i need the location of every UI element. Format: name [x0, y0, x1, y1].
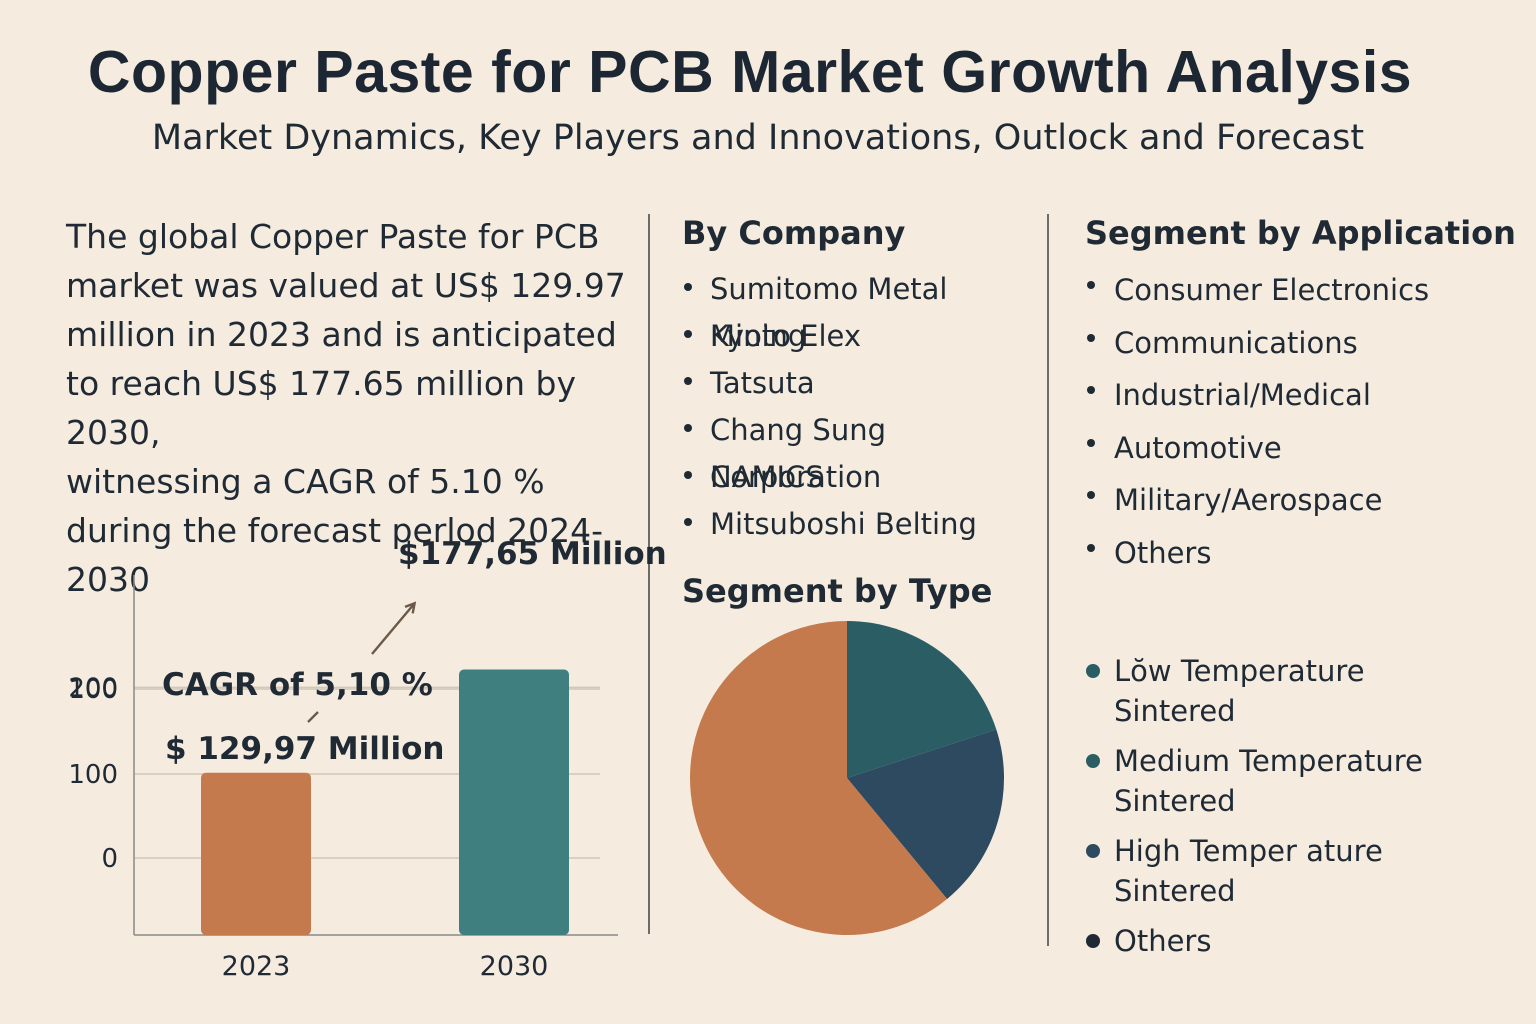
intro-line: market was valued at US$ 129.97 [66, 266, 626, 305]
bar-2030 [459, 669, 569, 935]
pie-slice-3 [690, 621, 948, 935]
intro-line: during the forecast perlod 2024-2030 [66, 511, 604, 599]
company-list: Sumitomo Metal Mining Kyoto Elex Tatsuta… [682, 266, 1052, 548]
application-list: Consumer Electronics Communications Indu… [1085, 264, 1505, 579]
legend-label: High Temper ature Sintered [1114, 834, 1383, 908]
legend-label: Lŏw Temperature Sintered [1114, 654, 1365, 728]
application-item: Others [1085, 527, 1505, 580]
intro-line: million in 2023 and is anticipated [66, 315, 617, 354]
company-item: Chang Sung Corporation [682, 407, 1052, 494]
bar-2030-value-label: $177,65 Million [398, 536, 667, 572]
pie-chart [690, 621, 1005, 935]
y-tick-label: 200 [68, 673, 118, 703]
y-tick-label: 100 [68, 760, 118, 790]
application-item: Automotive [1085, 422, 1505, 475]
legend-item: Lŏw Temperature Sintered [1086, 651, 1494, 731]
y-tick-label: 100 [68, 675, 118, 705]
page-title: Copper Paste for PCB Market Growth Analy… [87, 39, 1413, 105]
company-item: Kyoto Elex [682, 313, 1052, 360]
cagr-arrow-tail [307, 711, 319, 723]
company-item: NAMICS [682, 454, 1052, 501]
intro-line: to reach US$ 177.65 million by 2030, [66, 364, 576, 452]
legend-label: Others [1114, 924, 1212, 958]
intro-paragraph: The global Copper Paste for PCB market w… [66, 212, 666, 604]
page-subtitle: Market Dynamics, Key Players and Innovat… [151, 118, 1365, 158]
intro-line: The global Copper Paste for PCB [66, 217, 600, 256]
cagr-arrow [371, 604, 414, 655]
application-item: Communications [1085, 317, 1505, 370]
type-legend: Lŏw Temperature Sintered Medium Temperat… [1086, 651, 1494, 961]
application-item: Industrial/Medical [1085, 369, 1505, 422]
application-heading: Segment by Application [1085, 214, 1516, 252]
legend-swatch [1086, 664, 1100, 678]
company-item: Sumitomo Metal Mining [682, 266, 1052, 353]
pie-slice-1 [847, 621, 997, 778]
pie-slice-2 [847, 729, 1005, 899]
legend-swatch [1086, 754, 1100, 768]
company-item: Tatsuta [682, 360, 1052, 407]
legend-item: Others [1086, 921, 1494, 961]
type-heading: Segment by Type [682, 572, 993, 610]
application-item: Military/Aerospace [1085, 474, 1505, 527]
y-tick-label: 0 [101, 844, 118, 874]
column-divider-right [1047, 214, 1049, 946]
company-heading: By Company [682, 214, 906, 252]
legend-swatch [1086, 844, 1100, 858]
company-item: Mitsuboshi Belting [682, 501, 1052, 548]
legend-swatch [1086, 934, 1100, 948]
application-item: Consumer Electronics [1085, 264, 1505, 317]
cagr-label: CAGR of 5,10 % [162, 667, 433, 703]
bar-2023 [201, 772, 311, 935]
intro-line: witnessing a CAGR of 5.10 % [66, 462, 545, 501]
legend-item: Medium Temperature Sintered [1086, 741, 1494, 821]
legend-label: Medium Temperature Sintered [1114, 744, 1423, 818]
bar-2023-value-label: $ 129,97 Million [165, 731, 445, 767]
column-divider-left [648, 214, 650, 934]
legend-item: High Temper ature Sintered [1086, 831, 1494, 911]
x-tick-label: 2030 [480, 951, 549, 982]
x-tick-label: 2023 [222, 951, 291, 982]
